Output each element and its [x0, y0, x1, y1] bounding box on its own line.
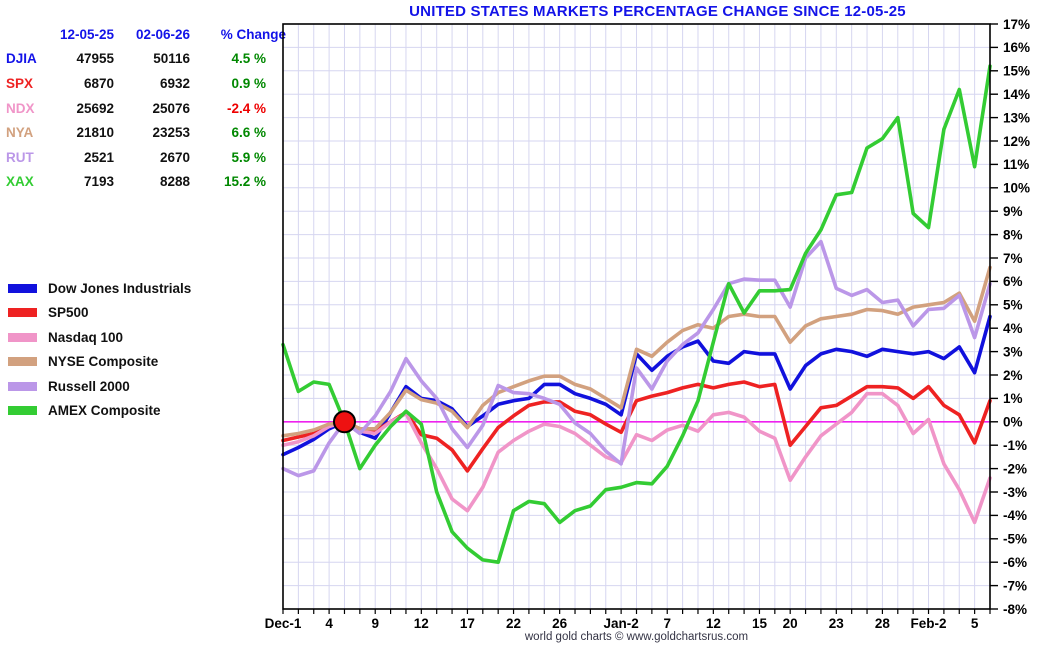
y-axis-label: 0% [1003, 415, 1023, 430]
legend-label-nyse: NYSE Composite [48, 354, 159, 370]
column-header-start-date: 12-05-25 [59, 26, 114, 42]
x-axis-label: Dec-1 [265, 616, 302, 631]
dow-color-swatch [8, 283, 37, 293]
rut-change-value: 5.9 % [231, 149, 266, 165]
y-axis-label: 4% [1003, 321, 1023, 336]
y-axis-label: -3% [1003, 485, 1027, 500]
rut-start-value: 2521 [83, 149, 114, 165]
nya-start-value: 21810 [76, 125, 114, 141]
index-stats-table: 12-05-25 02-06-26 % Change DJIA 47955 50… [4, 22, 286, 194]
y-axis-label: 13% [1003, 110, 1030, 125]
ndx-start-value: 25692 [76, 100, 114, 116]
y-axis-label: 16% [1003, 40, 1030, 55]
legend-label-nasdaq: Nasdaq 100 [48, 329, 124, 345]
x-axis-label: 15 [752, 616, 768, 631]
xax-start-value: 7193 [83, 174, 114, 190]
row-label-djia: DJIA [6, 51, 37, 67]
djia-start-value: 47955 [76, 51, 114, 67]
spx-start-value: 6870 [83, 75, 114, 91]
x-axis-label: 23 [829, 616, 845, 631]
legend-item-nasdaq: Nasdaq 100 [8, 325, 191, 350]
y-axis-label: -1% [1003, 438, 1027, 453]
y-axis-label: 8% [1003, 227, 1023, 242]
legend-label-sp500: SP500 [48, 305, 89, 321]
amex-color-swatch [8, 406, 37, 416]
x-axis-label: 12 [706, 616, 721, 631]
y-axis-label: 3% [1003, 344, 1023, 359]
spx-change-value: 0.9 % [231, 75, 266, 91]
column-header-end-date: 02-06-26 [135, 26, 190, 42]
ndx-end-value: 25076 [152, 100, 190, 116]
y-axis-label: 2% [1003, 368, 1023, 383]
nyse-color-swatch [8, 357, 37, 367]
series-line-nyse-composite [281, 265, 992, 438]
row-label-nya: NYA [6, 125, 34, 141]
row-label-ndx: NDX [6, 100, 35, 116]
y-axis-label: 14% [1003, 87, 1030, 102]
y-axis-label: 12% [1003, 134, 1030, 149]
page-title: UNITED STATES MARKETS PERCENTAGE CHANGE … [409, 3, 906, 20]
nasdaq-color-swatch [8, 332, 37, 342]
y-axis-label: -4% [1003, 508, 1027, 523]
baseline-marker-dot [332, 410, 356, 434]
y-axis-label: 5% [1003, 298, 1023, 313]
x-axis-label: 20 [783, 616, 798, 631]
legend-item-amex: AMEX Composite [8, 399, 191, 424]
y-axis-label: -2% [1003, 461, 1027, 476]
x-axis-label: 26 [552, 616, 568, 631]
y-axis-label: 15% [1003, 64, 1030, 79]
x-axis-label: 5 [971, 616, 979, 631]
chart-legend: Dow Jones Industrials SP500 Nasdaq 100 N… [8, 276, 191, 423]
legend-label-russell: Russell 2000 [48, 378, 130, 394]
x-axis-label: 22 [506, 616, 521, 631]
spx-end-value: 6932 [159, 75, 190, 91]
x-axis-label: Jan-2 [603, 616, 638, 631]
ndx-change-value: -2.4 % [226, 100, 266, 116]
y-axis-label: 9% [1003, 204, 1023, 219]
series-line-russell-2000 [281, 239, 992, 478]
djia-change-value: 4.5 % [231, 51, 266, 67]
y-axis-label: 6% [1003, 274, 1023, 289]
y-axis-label: -8% [1003, 602, 1027, 617]
y-axis-label: -5% [1003, 532, 1027, 547]
y-axis-label: 11% [1003, 157, 1029, 172]
x-axis-label: 9 [371, 616, 379, 631]
row-label-spx: SPX [6, 75, 34, 91]
djia-end-value: 50116 [153, 51, 190, 67]
y-axis-label: 17% [1003, 17, 1030, 32]
nya-change-value: 6.6 % [231, 125, 266, 141]
nya-end-value: 23253 [152, 125, 190, 141]
y-axis-label: -6% [1003, 555, 1027, 570]
legend-item-russell: Russell 2000 [8, 374, 191, 399]
series-line-amex-composite [281, 64, 992, 565]
x-axis-label: 17 [460, 616, 475, 631]
x-axis-label: 4 [325, 616, 333, 631]
row-label-xax: XAX [6, 174, 34, 190]
row-label-rut: RUT [6, 149, 34, 165]
x-axis-label: 7 [663, 616, 671, 631]
legend-item-sp500: SP500 [8, 301, 191, 326]
y-axis-label: -7% [1003, 578, 1027, 593]
legend-item-dow: Dow Jones Industrials [8, 276, 191, 301]
y-axis-label: 1% [1003, 391, 1023, 406]
x-axis-label: 28 [875, 616, 891, 631]
x-axis-label: Feb-2 [911, 616, 947, 631]
chart-attribution: world gold charts © www.goldchartsrus.co… [524, 631, 749, 643]
y-axis-label: 10% [1003, 181, 1030, 196]
y-axis-label: 7% [1003, 251, 1023, 266]
column-header-change: % Change [220, 26, 286, 42]
legend-label-amex: AMEX Composite [48, 403, 161, 419]
rut-end-value: 2670 [159, 149, 190, 165]
x-axis-label: 12 [414, 616, 429, 631]
russell-color-swatch [8, 381, 37, 391]
sp500-color-swatch [8, 308, 37, 318]
legend-item-nyse: NYSE Composite [8, 350, 191, 375]
legend-label-dow: Dow Jones Industrials [48, 280, 192, 296]
xax-change-value: 15.2 % [223, 174, 266, 190]
xax-end-value: 8288 [159, 174, 190, 190]
